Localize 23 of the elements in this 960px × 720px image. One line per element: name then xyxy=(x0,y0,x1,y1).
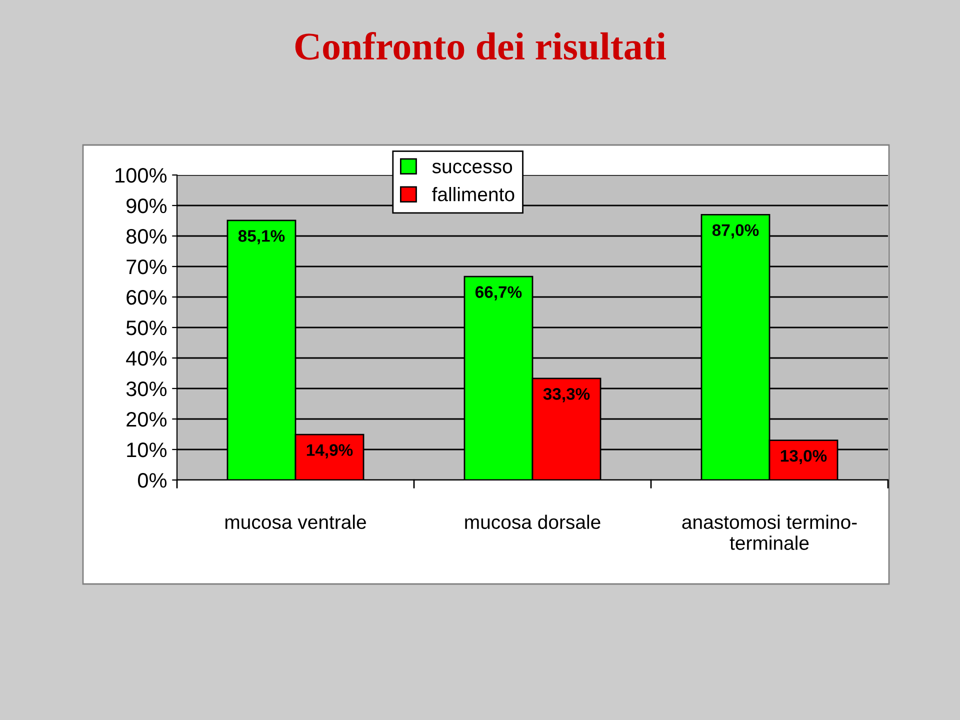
legend-label: fallimento xyxy=(432,187,514,202)
y-tick-label: 60% xyxy=(126,290,167,305)
data-label: 13,0% xyxy=(780,450,827,464)
data-label: 14,9% xyxy=(306,444,353,458)
y-tick-label: 40% xyxy=(126,351,167,366)
y-tick-label: 50% xyxy=(126,320,167,336)
chart-title: Confronto dei risultati xyxy=(295,32,666,60)
y-tick-label: 70% xyxy=(126,260,167,274)
data-label: 33,3% xyxy=(543,388,590,402)
y-tick-label: 100% xyxy=(116,168,167,183)
y-tick-label: 90% xyxy=(126,198,167,214)
data-label: 87,0% xyxy=(712,224,759,238)
legend-label: successo xyxy=(432,162,512,174)
data-label: 85,1% xyxy=(238,230,285,244)
y-tick-label: 20% xyxy=(126,412,167,427)
y-tick-label: 0% xyxy=(138,473,167,488)
x-tick-label: mucosa dorsale xyxy=(465,514,600,530)
data-label: 66,7% xyxy=(475,286,522,300)
y-tick-label: 80% xyxy=(126,229,167,244)
x-tick-label: mucosa ventrale xyxy=(225,514,366,530)
y-tick-label: 10% xyxy=(127,442,167,458)
y-tick-label: 30% xyxy=(126,382,167,396)
x-tick-label: anastomosi termino-terminale xyxy=(682,514,857,550)
